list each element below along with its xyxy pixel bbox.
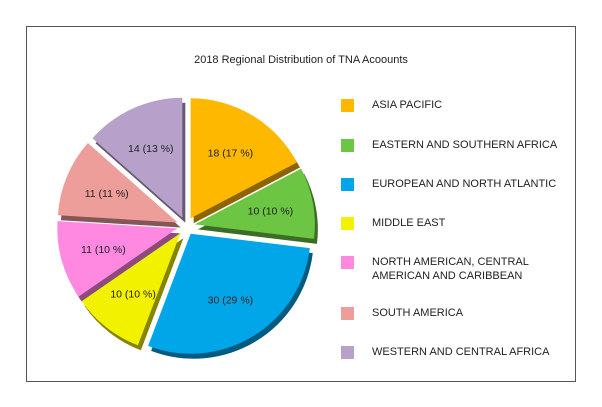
legend-label: SOUTH AMERICA <box>372 307 464 319</box>
pie-slice <box>194 168 315 239</box>
pie-data-label: 18 (17 %) <box>208 148 254 160</box>
pie-slice <box>57 142 178 223</box>
legend-label: EUROPEAN AND NORTH ATLANTIC <box>372 178 557 190</box>
legend-swatch <box>341 178 354 191</box>
pie-data-label: 30 (29 %) <box>208 294 254 306</box>
legend-item: WESTERN AND CENTRAL AFRICA <box>341 345 562 359</box>
legend-label: NORTH AMERICAN, CENTRAL AMERICAN AND CAR… <box>372 256 529 282</box>
legend-item: ASIA PACIFIC <box>341 98 562 112</box>
pie-data-label: 11 (11 %) <box>85 188 129 200</box>
legend-swatch <box>341 139 354 152</box>
chart-title: 2018 Regional Distribution of TNA Acooun… <box>194 54 408 66</box>
legend-item: NORTH AMERICAN, CENTRAL AMERICAN AND CAR… <box>341 255 562 283</box>
legend-label: MIDDLE EAST <box>372 217 446 229</box>
legend-swatch <box>341 256 354 269</box>
legend-label: EASTERN AND SOUTHERN AFRICA <box>372 139 558 151</box>
pie-data-label: 14 (13 %) <box>128 143 174 155</box>
legend-swatch <box>341 346 354 359</box>
pie-slice <box>92 97 183 218</box>
pie-data-label: 10 (10 %) <box>110 289 156 301</box>
legend-label: WESTERN AND CENTRAL AFRICA <box>372 346 550 358</box>
pie-data-label: 10 (10 %) <box>248 206 294 218</box>
pie-slice <box>57 221 178 297</box>
legend-swatch <box>341 307 354 320</box>
pie-slice <box>81 233 181 346</box>
pie-slice <box>190 98 297 219</box>
legend-swatch <box>341 99 354 112</box>
legend-item: EASTERN AND SOUTHERN AFRICA <box>341 138 562 152</box>
legend-item: EUROPEAN AND NORTH ATLANTIC <box>341 177 562 191</box>
legend-swatch <box>341 217 354 230</box>
legend-item: SOUTH AMERICA <box>341 306 562 320</box>
legend-label: ASIA PACIFIC <box>372 99 443 111</box>
pie-slice <box>148 233 310 354</box>
legend-item: MIDDLE EAST <box>341 216 562 230</box>
pie-data-label: 11 (10 %) <box>81 244 126 256</box>
